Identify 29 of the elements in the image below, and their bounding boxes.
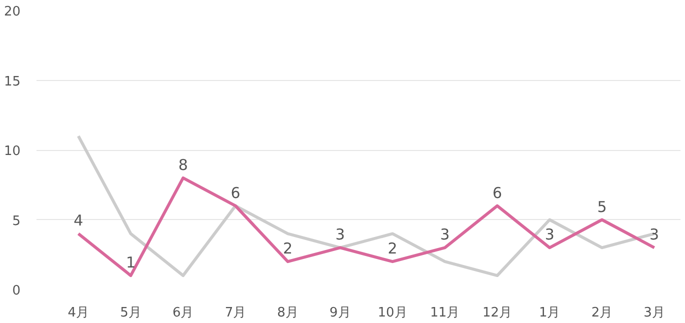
data-label: 8 (178, 156, 188, 174)
y-tick-label: 5 (12, 214, 21, 229)
x-tick-label: 6月 (172, 306, 194, 320)
y-tick-label: 20 (4, 4, 21, 20)
data-label: 4 (74, 212, 84, 230)
data-label: 3 (650, 226, 660, 244)
x-tick-label: 7月 (224, 306, 246, 320)
x-tick-label: 9月 (330, 306, 351, 320)
data-label: 2 (283, 240, 293, 258)
data-label: 6 (230, 184, 240, 202)
x-tick-label: 4月 (68, 306, 90, 320)
data-label: 6 (492, 184, 502, 202)
x-tick-label: 5月 (120, 306, 142, 320)
x-tick-label: 12月 (482, 306, 512, 320)
y-tick-label: 0 (12, 284, 21, 298)
x-tick-label: 3月 (644, 306, 665, 320)
data-label: 1 (126, 254, 136, 272)
data-label: 5 (597, 198, 607, 216)
x-tick-label: 11月 (430, 306, 460, 320)
y-tick-label: 10 (4, 144, 21, 159)
x-tick-label: 8月 (277, 306, 298, 320)
x-tick-label: 2月 (591, 306, 613, 320)
x-tick-label: 10月 (378, 306, 408, 320)
data-label: 2 (388, 240, 398, 258)
data-label: 3 (544, 226, 554, 244)
x-tick-label: 1月 (538, 306, 560, 320)
y-tick-label: 15 (4, 74, 21, 90)
data-label: 3 (440, 226, 450, 244)
data-label: 3 (335, 226, 345, 244)
